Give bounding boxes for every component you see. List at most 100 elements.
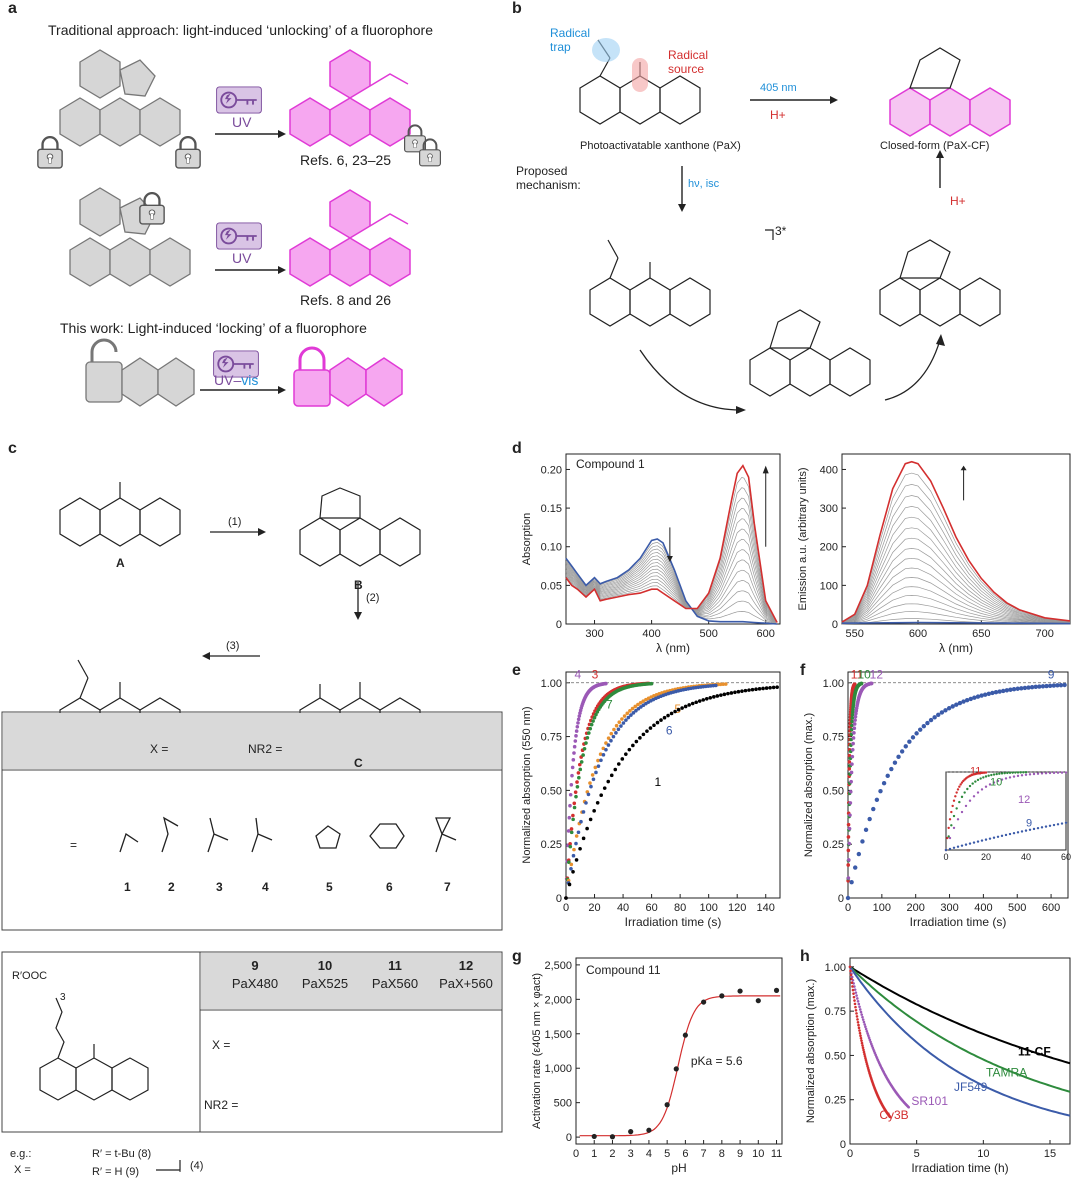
data-point bbox=[648, 726, 653, 730]
y-tick-label: 0 bbox=[556, 619, 562, 631]
panel-label-c: c bbox=[8, 440, 17, 457]
data-point bbox=[850, 719, 854, 724]
data-point bbox=[864, 1025, 867, 1029]
pka-annotation: pKa = 5.6 bbox=[691, 1054, 743, 1068]
data-point bbox=[943, 708, 948, 713]
data-point bbox=[577, 775, 581, 780]
inset-point bbox=[1020, 830, 1024, 833]
x-axis-label: Irradiation time (s) bbox=[910, 915, 1007, 929]
panel-label-f: f bbox=[800, 662, 806, 679]
panel-label-h: h bbox=[800, 948, 810, 965]
data-point bbox=[856, 999, 860, 1003]
data-point bbox=[714, 683, 718, 688]
data-point bbox=[606, 779, 611, 784]
data-point bbox=[1047, 683, 1053, 688]
data-point bbox=[853, 714, 858, 719]
data-point bbox=[573, 739, 578, 743]
row-x-label: X = bbox=[212, 1038, 231, 1052]
triplet-label: 3* bbox=[775, 224, 787, 238]
data-point bbox=[604, 681, 608, 686]
inset-point bbox=[1064, 821, 1068, 825]
y-axis-label: Normalized absorption (550 nm) bbox=[521, 706, 533, 863]
decay-curve bbox=[849, 966, 1071, 1093]
data-point bbox=[1001, 688, 1006, 694]
data-point bbox=[851, 736, 856, 740]
inset-point bbox=[1008, 771, 1012, 775]
data-point bbox=[697, 699, 702, 703]
data-point bbox=[750, 687, 755, 692]
data-point bbox=[889, 766, 894, 772]
data-point bbox=[1022, 685, 1028, 691]
inset-point bbox=[1044, 825, 1048, 828]
data-point bbox=[662, 715, 667, 720]
data-point bbox=[855, 1012, 858, 1015]
data-point bbox=[859, 1036, 863, 1040]
inset-point bbox=[984, 775, 988, 778]
data-point bbox=[612, 727, 616, 732]
traditional-approach-title: Traditional approach: light-induced ‘unl… bbox=[48, 22, 433, 38]
data-point bbox=[1015, 686, 1020, 691]
data-point bbox=[652, 723, 656, 728]
data-point bbox=[856, 1020, 860, 1024]
inset-point bbox=[952, 846, 956, 850]
inset-tick-label: 20 bbox=[981, 852, 991, 862]
inset-point bbox=[976, 791, 980, 794]
data-point bbox=[761, 686, 765, 691]
data-point bbox=[569, 782, 574, 787]
spectrum-line bbox=[565, 464, 778, 623]
uv-label-2: UV bbox=[232, 250, 252, 266]
data-point bbox=[594, 770, 598, 775]
data-point bbox=[641, 732, 646, 737]
data-point bbox=[585, 826, 589, 831]
data-point bbox=[609, 773, 614, 778]
compound-number: 5 bbox=[326, 880, 333, 894]
data-point bbox=[572, 801, 577, 806]
panel-b-graphics bbox=[579, 38, 1011, 414]
data-point bbox=[852, 726, 857, 730]
inset-point bbox=[988, 837, 992, 840]
data-point bbox=[595, 800, 600, 805]
data-point bbox=[1008, 687, 1013, 692]
inset-series-label: 11 bbox=[970, 765, 981, 777]
intermediate-spectrum bbox=[841, 567, 1071, 624]
x-axis-label: λ (nm) bbox=[656, 641, 690, 655]
x-tick-label: 15 bbox=[1044, 1148, 1056, 1160]
inset-point bbox=[996, 779, 1000, 783]
plot-frame bbox=[849, 957, 1071, 1145]
panel-a-graphics bbox=[36, 49, 442, 407]
x-tick-label: 40 bbox=[617, 902, 629, 914]
plot-frame bbox=[575, 957, 783, 1145]
data-point bbox=[676, 707, 681, 712]
data-point bbox=[853, 999, 856, 1002]
lock-icon bbox=[36, 136, 64, 170]
substituent-equals: = bbox=[70, 838, 78, 852]
data-point bbox=[606, 743, 611, 747]
data-point bbox=[868, 1038, 872, 1042]
data-point bbox=[964, 697, 970, 703]
inset-point bbox=[958, 800, 961, 804]
plot-frame bbox=[565, 671, 781, 899]
inset-point bbox=[944, 848, 948, 852]
intermediate-spectrum bbox=[565, 497, 777, 622]
step-3-label: (3) bbox=[226, 640, 240, 652]
inset-point bbox=[952, 799, 956, 802]
y-tick-label: 1.00 bbox=[541, 678, 562, 690]
hv-isc-label: hν, isc bbox=[688, 178, 720, 190]
data-point bbox=[570, 773, 574, 778]
inset-point bbox=[948, 818, 952, 821]
data-point bbox=[1040, 684, 1046, 689]
data-point bbox=[881, 781, 887, 786]
row-nr2-label: NR2 = bbox=[204, 1098, 239, 1112]
data-point bbox=[627, 747, 632, 752]
compound-number: 3 bbox=[216, 880, 223, 894]
data-point bbox=[601, 753, 606, 757]
light-key-icon bbox=[215, 86, 263, 114]
chart-d-right: 550 600 650 700 0 100 200 300 400 λ (nm) Emission … bbox=[797, 453, 1071, 655]
data-point bbox=[867, 1036, 871, 1040]
data-point bbox=[855, 1015, 859, 1018]
inset-point bbox=[955, 791, 958, 794]
x-tick-label: 1 bbox=[591, 1148, 597, 1160]
intermediate-spectrum bbox=[841, 495, 1071, 623]
x-tick-label: 600 bbox=[757, 628, 775, 640]
data-point bbox=[907, 1105, 910, 1109]
